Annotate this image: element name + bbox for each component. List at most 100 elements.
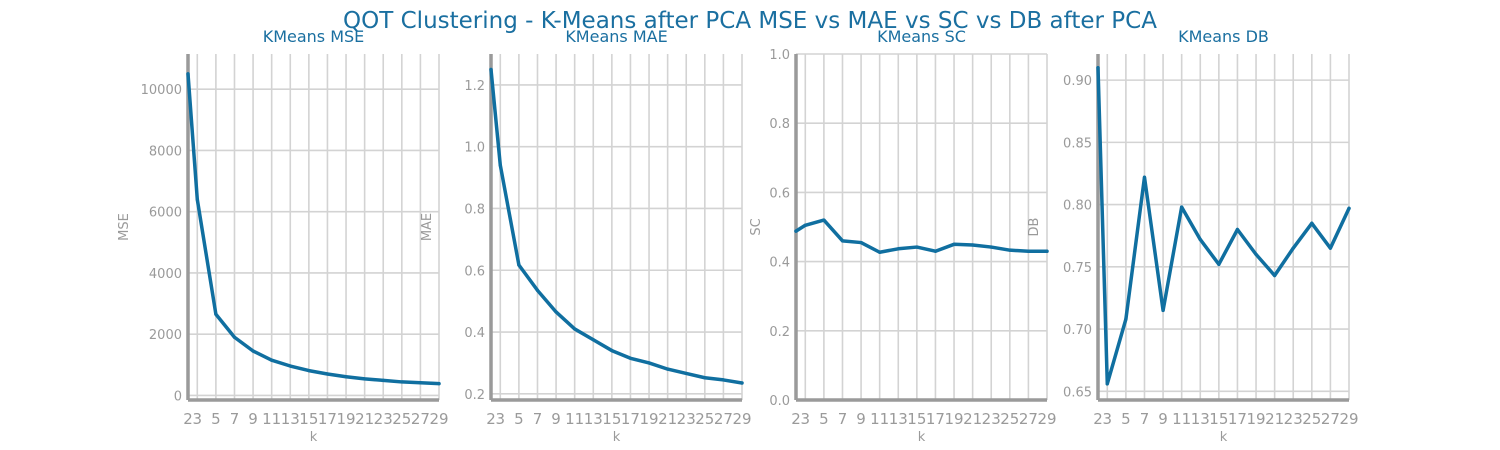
- data-point: [1008, 248, 1012, 252]
- x-tick-label: 19: [1246, 410, 1265, 428]
- x-axis-label: k: [918, 430, 926, 445]
- x-tick-label: 17: [926, 410, 945, 428]
- x-tick-label: 27: [714, 410, 733, 428]
- x-tick-label: 2: [791, 410, 801, 428]
- grid: [1097, 54, 1350, 400]
- data-point: [1328, 246, 1333, 250]
- data-point: [591, 338, 595, 342]
- data-point: [1124, 317, 1128, 321]
- data-point: [418, 381, 423, 385]
- data-point: [1291, 246, 1295, 250]
- data-point: [989, 245, 993, 249]
- data-point: [703, 376, 707, 380]
- data-point: [363, 377, 367, 381]
- data-point: [1180, 205, 1184, 209]
- data-point: [1310, 221, 1314, 225]
- x-tick-label: 25: [1302, 410, 1321, 428]
- y-tick-label: 1.0: [769, 48, 790, 63]
- subplot-db: DB k 0.650.700.750.800.850.902 3 5 7 9 11 13 15…: [1027, 27, 1359, 445]
- y-tick-label: 0.80: [1063, 199, 1092, 214]
- x-tick-label: 17: [621, 410, 640, 428]
- x-tick-label: 5: [514, 410, 524, 428]
- y-tick-label: 8000: [149, 144, 182, 159]
- data-point: [1254, 252, 1258, 256]
- x-tick-label: 21: [963, 410, 982, 428]
- data-point: [647, 361, 651, 365]
- x-tick-label: 25: [1000, 410, 1019, 428]
- y-tick-label: 0: [174, 389, 182, 404]
- x-tick-label: 29: [1037, 410, 1056, 428]
- x-tick-label: 2: [486, 410, 496, 428]
- x-tick-label: 29: [1339, 410, 1358, 428]
- x-tick-label: 5: [1121, 410, 1131, 428]
- data-point: [400, 380, 404, 384]
- data-point: [1347, 206, 1351, 210]
- x-tick-label: 9: [856, 410, 866, 428]
- subplot-title: KMeans SC: [877, 27, 966, 46]
- x-tick-label: 2: [1093, 410, 1103, 428]
- x-tick-label: 3: [496, 410, 506, 428]
- data-point: [1026, 249, 1031, 253]
- y-tick-label: 0.4: [769, 256, 790, 271]
- data-point: [573, 327, 577, 331]
- data-point: [933, 249, 938, 253]
- y-tick-label: 0.0: [769, 394, 790, 409]
- x-tick-label: 7: [838, 410, 848, 428]
- data-point: [517, 263, 521, 267]
- data-point: [952, 242, 956, 246]
- x-tick-label: 11: [262, 410, 281, 428]
- data-point: [288, 364, 292, 368]
- data-point: [803, 223, 807, 227]
- x-tick-label: 9: [551, 410, 561, 428]
- x-axis-label: k: [613, 430, 621, 445]
- data-point: [971, 243, 975, 247]
- data-point: [325, 372, 330, 376]
- y-tick-label: 0.85: [1063, 136, 1092, 151]
- x-tick-label: 19: [944, 410, 963, 428]
- data-point: [859, 240, 863, 245]
- x-axis-label: k: [1220, 430, 1228, 445]
- x-tick-label: 15: [907, 410, 926, 428]
- x-tick-label: 11: [565, 410, 584, 428]
- x-tick-label: 15: [299, 410, 318, 428]
- x-tick-label: 25: [392, 410, 411, 428]
- x-tick-label: 5: [819, 410, 829, 428]
- data-point: [381, 378, 385, 383]
- subplot-mae: MAE k 0.20.40.60.81.01.22 3 5 7 9 11 13 15 17 19 2…: [420, 27, 752, 445]
- subplot-title: KMeans MSE: [263, 27, 365, 46]
- data-point: [344, 375, 348, 379]
- data-point: [186, 72, 190, 76]
- x-tick-label: 13: [281, 410, 300, 428]
- data-point: [554, 310, 558, 314]
- x-tick-label: 7: [533, 410, 543, 428]
- x-tick-label: 7: [230, 410, 240, 428]
- y-tick-label: 10000: [141, 83, 182, 98]
- x-tick-label: 3: [193, 410, 203, 428]
- data-point: [684, 371, 688, 376]
- x-tick-label: 17: [1228, 410, 1247, 428]
- x-tick-label: 21: [355, 410, 374, 428]
- y-tick-label: 0.8: [769, 117, 790, 132]
- x-tick-label: 21: [1265, 410, 1284, 428]
- y-tick-label: 1.2: [464, 79, 485, 94]
- x-tick-label: 3: [1103, 410, 1113, 428]
- data-point: [1161, 308, 1165, 312]
- x-tick-label: 11: [1172, 410, 1191, 428]
- y-axis-label: MSE: [117, 213, 132, 241]
- y-tick-label: 0.8: [464, 202, 485, 217]
- data-point: [896, 247, 900, 251]
- x-tick-label: 21: [658, 410, 677, 428]
- x-tick-label: 17: [318, 410, 337, 428]
- y-tick-label: 0.4: [464, 326, 485, 341]
- data-point: [721, 378, 726, 382]
- y-tick-label: 6000: [149, 206, 182, 221]
- x-tick-label: 9: [248, 410, 258, 428]
- x-tick-label: 13: [889, 410, 908, 428]
- x-tick-label: 9: [1158, 410, 1168, 428]
- data-point: [840, 239, 845, 243]
- x-tick-label: 23: [1284, 410, 1303, 428]
- y-tick-label: 0.6: [464, 264, 485, 279]
- grid: [187, 54, 440, 400]
- data-point: [878, 250, 882, 254]
- x-tick-label: 5: [211, 410, 221, 428]
